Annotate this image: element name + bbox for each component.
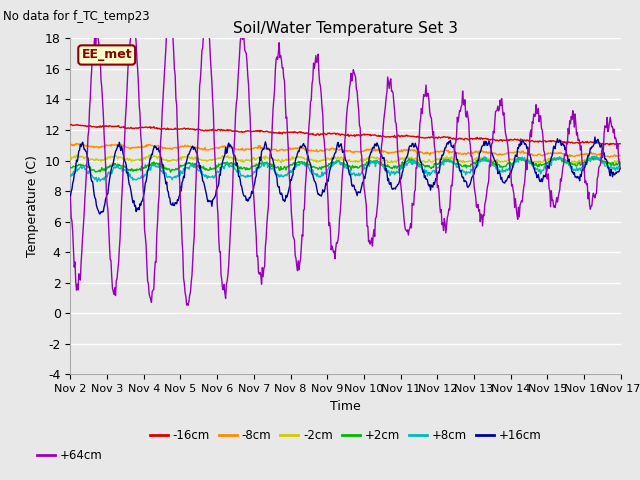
- Legend: +64cm: +64cm: [32, 444, 107, 467]
- Title: Soil/Water Temperature Set 3: Soil/Water Temperature Set 3: [233, 21, 458, 36]
- Text: No data for f_TC_temp23: No data for f_TC_temp23: [3, 10, 150, 23]
- Y-axis label: Temperature (C): Temperature (C): [26, 156, 39, 257]
- Text: EE_met: EE_met: [81, 48, 132, 61]
- X-axis label: Time: Time: [330, 400, 361, 413]
